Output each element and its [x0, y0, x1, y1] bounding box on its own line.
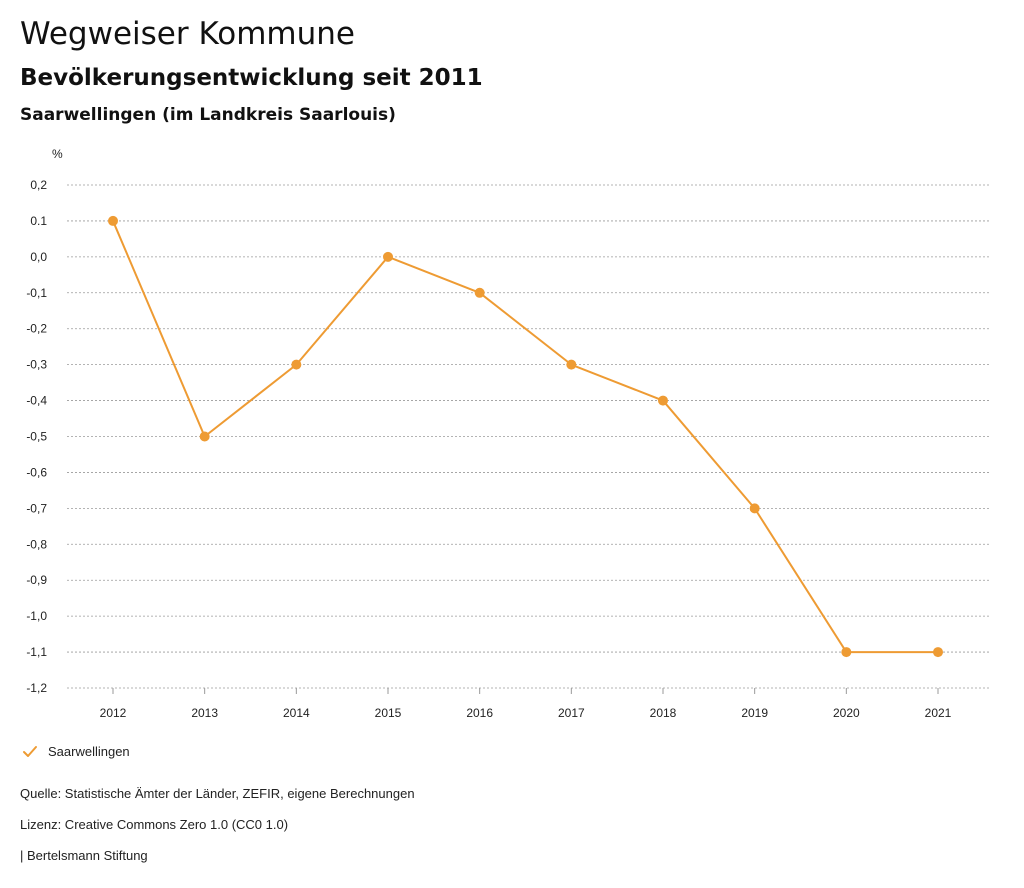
source-note: Quelle: Statistische Ämter der Länder, Z… [20, 786, 415, 801]
x-tick-label: 2018 [650, 706, 677, 720]
x-tick-label: 2013 [191, 706, 218, 720]
x-tick-label: 2019 [741, 706, 768, 720]
x-tick-label: 2021 [925, 706, 952, 720]
license-note: Lizenz: Creative Commons Zero 1.0 (CC0 1… [20, 817, 289, 832]
grid-lines [67, 184, 990, 689]
y-tick-label: -1,2 [26, 681, 47, 695]
x-axis: 2012 2013 2014 2015 2016 2017 2018 2019 2020 2021 [100, 688, 952, 720]
y-tick-label: 0,0 [30, 250, 47, 264]
data-point [658, 395, 668, 406]
x-tick-label: 2014 [283, 706, 310, 720]
data-point [474, 287, 485, 298]
data-point [749, 503, 760, 514]
y-tick-label: -1,1 [26, 645, 47, 659]
data-point [199, 431, 210, 442]
data-point [108, 215, 118, 226]
y-tick-label: -0,2 [26, 322, 47, 336]
line-chart: % 0,2 0.1 0,0 -0,1 -0,2 -0,3 -0,4 -0,5 -0,6 -0,7 -… [26, 147, 990, 720]
data-point [383, 251, 393, 262]
data-point [933, 647, 943, 658]
data-point [566, 359, 577, 370]
publisher-note: | Bertelsmann Stiftung [20, 848, 148, 863]
y-tick-label: -0,9 [26, 573, 47, 587]
x-tick-label: 2017 [558, 706, 585, 720]
legend-label: Saarwellingen [48, 744, 130, 759]
y-tick-label: -0,5 [26, 430, 47, 444]
y-tick-label: -0,6 [26, 465, 47, 479]
x-tick-label: 2012 [100, 706, 127, 720]
y-axis-unit-label: % [52, 147, 63, 161]
y-tick-label: -0,7 [26, 501, 47, 515]
page-title: Wegweiser Kommune [20, 16, 355, 52]
y-axis: 0,2 0.1 0,0 -0,1 -0,2 -0,3 -0,4 -0,5 -0,6 -0,7 -0,… [26, 178, 47, 695]
y-tick-label: -1,0 [26, 609, 47, 623]
y-tick-label: -0,1 [26, 286, 47, 300]
region-label: Saarwellingen (im Landkreis Saarlouis) [20, 105, 396, 125]
series-group [108, 215, 943, 658]
chart-subtitle: Bevölkerungsentwicklung seit 2011 [20, 65, 483, 91]
y-tick-label: -0,3 [26, 358, 47, 372]
data-point [291, 359, 302, 370]
legend-item-saarwellingen[interactable]: Saarwellingen [22, 744, 130, 759]
x-tick-label: 2016 [466, 706, 493, 720]
x-tick-label: 2020 [833, 706, 860, 720]
x-tick-label: 2015 [375, 706, 402, 720]
y-tick-label: -0,4 [26, 394, 47, 408]
check-icon [23, 745, 37, 757]
y-tick-label: 0,2 [30, 178, 47, 192]
series-line [112, 220, 938, 654]
data-point [841, 647, 852, 658]
y-tick-label: 0.1 [30, 214, 47, 228]
y-tick-label: -0,8 [26, 537, 47, 551]
